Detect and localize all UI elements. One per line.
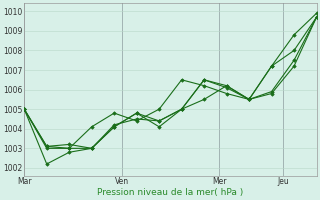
- X-axis label: Pression niveau de la mer( hPa ): Pression niveau de la mer( hPa ): [97, 188, 244, 197]
